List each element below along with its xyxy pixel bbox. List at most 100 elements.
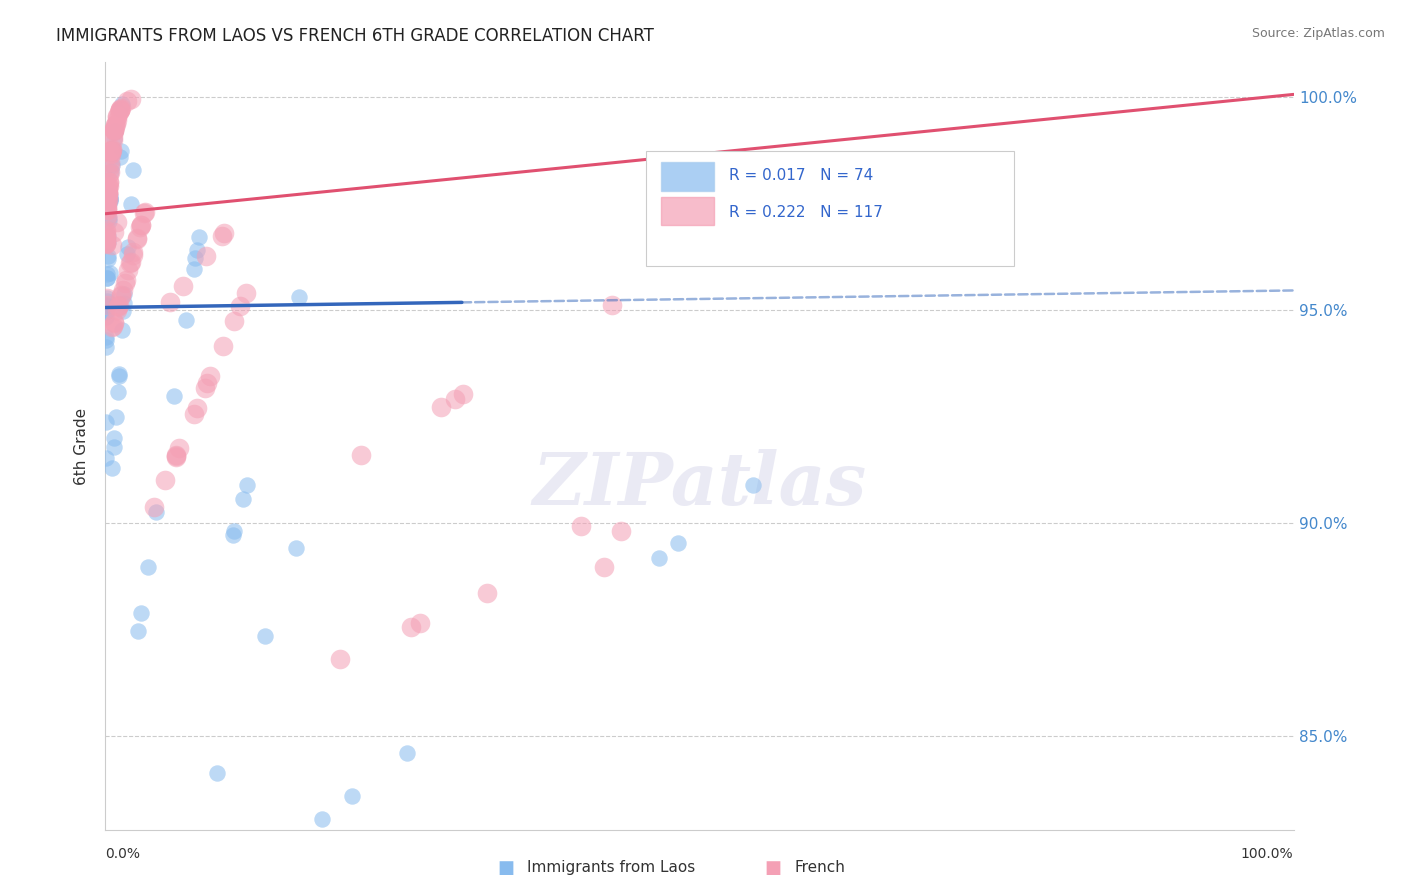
Point [96,291,118,305]
Point [207,766,229,780]
Point [97,175,120,189]
Point [101,320,124,334]
Point [103,123,125,137]
Point [97,228,120,243]
Point [94,227,117,242]
Point [101,238,124,252]
Point [184,251,207,265]
Point [195,376,218,391]
Point [129,219,152,233]
Point [159,295,181,310]
Point [96,196,118,211]
Point [115,94,138,108]
Point [125,232,148,246]
Point [98,192,121,206]
Point [103,122,125,136]
Point [96,305,118,319]
Point [222,314,245,328]
Point [648,550,671,565]
Point [94,225,117,239]
Point [349,449,371,463]
Point [98,194,121,208]
Point [110,102,132,116]
Point [98,192,121,206]
Point [110,101,132,115]
Point [167,441,190,455]
Point [98,188,121,202]
Point [96,291,118,305]
Point [108,102,131,116]
Point [401,620,423,634]
Point [235,286,257,301]
Point [97,187,120,202]
Point [163,389,186,403]
Point [122,245,145,260]
Point [142,500,165,514]
Point [235,478,257,492]
Point [107,300,129,314]
Point [107,384,129,399]
Point [108,103,131,117]
Text: ZIPatlas: ZIPatlas [533,449,866,520]
Point [94,237,117,252]
Point [742,477,765,491]
Point [97,175,120,189]
Point [117,240,139,254]
Point [110,289,132,303]
Point [111,283,134,297]
Point [108,150,131,164]
Point [94,334,117,348]
Point [129,218,152,232]
Point [165,450,187,464]
Point [666,536,689,550]
Point [186,401,208,415]
Point [183,407,205,421]
Text: Immigrants from Laos: Immigrants from Laos [527,861,696,875]
Point [104,117,127,131]
Point [284,541,307,555]
Text: Source: ZipAtlas.com: Source: ZipAtlas.com [1251,27,1385,40]
Point [112,286,135,301]
Point [408,616,430,631]
Point [186,243,208,257]
Point [103,316,125,330]
Point [183,262,205,277]
Point [569,519,592,533]
Text: ■: ■ [765,859,782,877]
Point [100,147,122,161]
Point [211,228,233,243]
Point [104,410,127,425]
Point [96,209,118,223]
Point [107,367,129,381]
Point [108,103,131,118]
Point [98,160,121,174]
Point [96,305,118,319]
Text: R = 0.017   N = 74: R = 0.017 N = 74 [730,169,873,184]
Point [101,145,124,159]
Point [105,302,128,317]
Point [194,249,217,263]
Text: French: French [794,861,845,875]
Point [97,252,120,266]
Point [96,270,118,285]
Point [105,112,128,127]
Point [222,528,245,542]
Point [136,560,159,574]
Point [430,401,453,415]
Point [222,524,245,538]
Point [97,250,120,264]
Point [105,215,128,229]
Point [96,298,118,312]
Point [94,235,117,250]
Point [94,235,117,250]
Point [98,266,121,280]
Point [100,144,122,158]
Point [104,118,127,132]
Point [120,92,142,106]
Point [165,449,187,463]
Point [114,273,136,287]
Point [101,319,124,334]
Point [96,294,118,309]
Point [214,226,236,240]
Point [121,248,143,262]
